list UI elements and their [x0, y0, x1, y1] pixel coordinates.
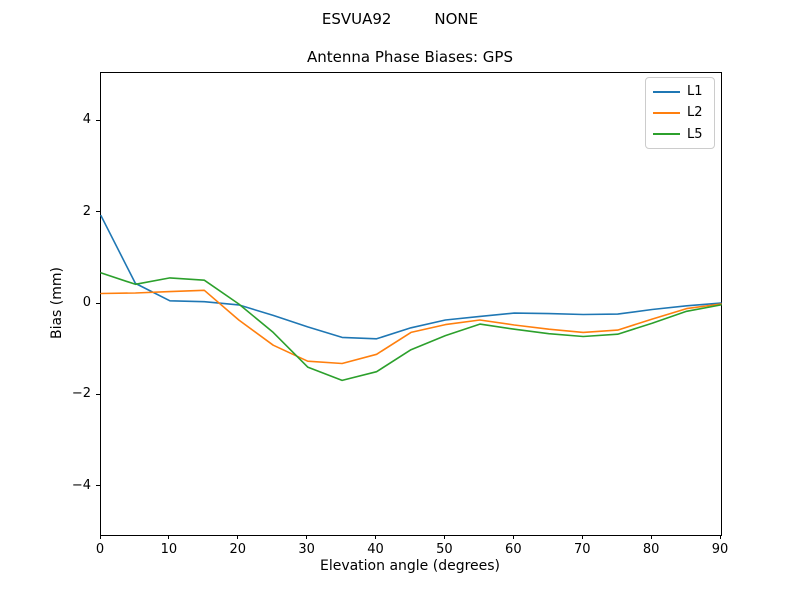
plot-canvas	[100, 214, 722, 382]
chart-title: Antenna Phase Biases: GPS	[307, 48, 513, 66]
plot-area	[100, 72, 722, 536]
y-tick-label: 0	[82, 295, 91, 310]
legend-swatch-L5	[653, 133, 680, 136]
x-tick-mark	[375, 535, 377, 539]
x-tick-mark	[306, 535, 308, 539]
x-tick-mark	[719, 535, 721, 539]
legend-label-L2: L2	[687, 105, 703, 121]
legend-item-L5: L5	[653, 128, 707, 141]
x-tick-label: 30	[298, 542, 315, 557]
y-tick-label: 4	[82, 112, 91, 128]
y-tick-label: −4	[71, 477, 91, 493]
x-tick-label: 60	[505, 542, 522, 557]
legend-label-L1: L1	[687, 84, 703, 100]
y-tick-mark	[96, 393, 100, 395]
x-tick-mark	[237, 535, 239, 539]
legend-item-L2: L2	[653, 106, 707, 119]
x-tick-label: 20	[229, 542, 247, 557]
x-tick-label: 70	[573, 542, 591, 557]
x-axis-ticks: 0 10 20 30 40 50 60 70 80 90	[96, 534, 728, 564]
legend-swatch-L2	[653, 111, 680, 114]
legend-swatch-L1	[653, 90, 680, 93]
x-tick-label: 90	[711, 542, 729, 557]
x-tick-label: 40	[367, 542, 384, 557]
x-tick-label: 50	[436, 542, 453, 557]
y-tick-label: 2	[82, 203, 91, 219]
y-tick-mark	[96, 119, 100, 121]
x-tick-mark	[650, 535, 652, 539]
series-line-L1	[100, 214, 722, 340]
x-tick-mark	[99, 535, 101, 539]
y-tick-label: −2	[71, 386, 91, 402]
x-tick-mark	[168, 535, 170, 539]
x-tick-label: 0	[95, 542, 105, 557]
x-tick-label: 80	[642, 542, 660, 557]
legend-item-L1: L1	[653, 85, 707, 98]
x-tick-mark	[512, 535, 514, 539]
legend-label-L5: L5	[687, 126, 703, 142]
figure-suptitle: ESVUA92 NONE	[321, 10, 479, 28]
y-axis-ticks: −4 −2 0 2 4	[0, 72, 100, 534]
series-line-L2	[100, 289, 722, 365]
y-tick-mark	[96, 302, 100, 304]
x-tick-label: 10	[160, 542, 178, 557]
y-tick-mark	[96, 211, 100, 212]
legend: L1 L2 L5	[645, 77, 715, 149]
y-tick-mark	[96, 485, 100, 487]
x-axis-label: Elevation angle (degrees)	[319, 558, 501, 574]
series-line-L5	[100, 272, 722, 382]
x-tick-mark	[443, 535, 445, 539]
y-axis-label: Bias (mm)	[49, 266, 65, 340]
x-tick-mark	[581, 535, 583, 539]
